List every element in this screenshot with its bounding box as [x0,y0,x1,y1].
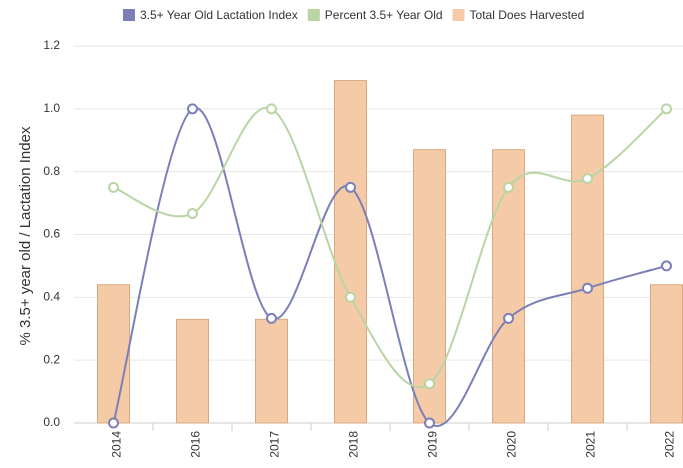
x-tick-label: 2018 [347,431,361,458]
x-tick-label: 2017 [268,431,282,458]
marker [187,207,198,219]
legend-label: 3.5+ Year Old Lactation Index [140,8,298,22]
y-tick-label: 0.4 [43,290,60,304]
marker [266,103,277,115]
x-tick-label: 2020 [505,431,519,458]
bar [334,80,367,424]
marker [108,417,119,429]
legend: 3.5+ Year Old Lactation Index Percent 3.5… [123,8,584,22]
line [113,106,668,389]
legend-swatch [307,9,320,21]
marker [108,181,119,193]
bar [176,318,209,424]
marker [661,103,672,115]
marker [187,103,198,115]
marker [345,291,356,303]
legend-swatch [123,9,135,21]
y-tick-label: 0.8 [43,164,60,178]
x-tick-label: 2014 [110,431,124,458]
x-tick-label: 2022 [663,431,677,458]
x-tick-label: 2019 [426,431,440,458]
legend-swatch [452,9,465,21]
marker [661,260,672,272]
x-tick-label: 2016 [189,431,203,458]
bar [650,284,683,424]
marker [424,417,435,429]
y-tick-label: 0.6 [43,227,60,241]
y-tick-label: 1.2 [43,38,60,52]
marker [582,173,593,185]
marker [582,282,593,294]
y-axis-label: % 3.5+ year old / Lactation Index [17,126,34,345]
x-tick-label: 2021 [584,431,598,458]
bar [492,149,525,424]
marker [503,312,514,324]
y-tick-label: 0.0 [43,415,60,429]
bar [571,114,604,424]
legend-label: Total Does Harvested [470,8,585,22]
marker [503,181,514,193]
legend-label: Percent 3.5+ Year Old [325,8,443,22]
bar [255,318,288,424]
bar [413,149,446,424]
y-tick-label: 0.2 [43,352,60,366]
marker [345,181,356,193]
marker [424,378,435,390]
marker [266,312,277,324]
bar [97,284,130,424]
y-tick-label: 1.0 [43,101,60,115]
